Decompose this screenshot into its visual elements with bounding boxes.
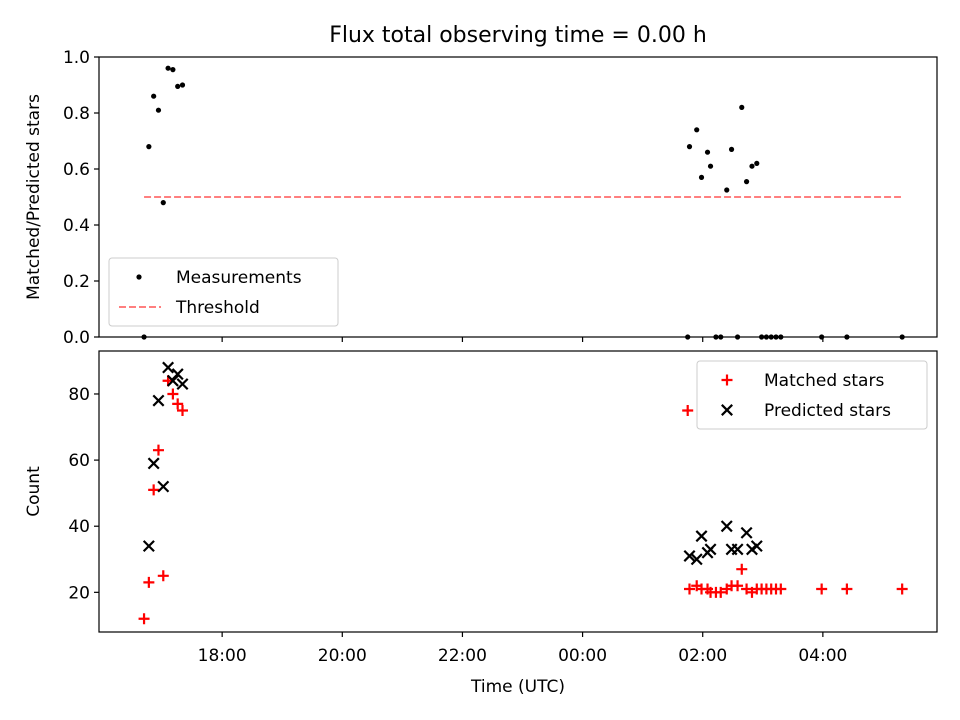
- legend-item-matched-stars: Matched stars: [721, 371, 884, 391]
- plot-frame: [98, 350, 938, 633]
- data-point: [147, 457, 160, 470]
- data-point: [724, 187, 730, 193]
- y-tick-label: 40: [68, 517, 90, 537]
- data-point: [179, 82, 186, 88]
- data-point: [170, 67, 176, 73]
- data-point: [704, 149, 711, 155]
- series-matched-stars: [138, 375, 908, 625]
- x-tick-label: 04:00: [798, 646, 847, 666]
- legend-label: Predicted stars: [764, 401, 891, 421]
- figure-title: Flux total observing time = 0.00 h: [329, 23, 707, 48]
- data-point: [683, 549, 696, 562]
- legend-box: [696, 360, 928, 430]
- data-point: [704, 543, 717, 556]
- data-point: [694, 127, 700, 133]
- data-point: [151, 93, 157, 99]
- y-tick-label: 0.2: [63, 272, 90, 292]
- x-tick-label: 18:00: [198, 646, 247, 666]
- bottom-panel: 20 40 60 80 18:00 20:00 22:00 00:00 02:00 04:00 Co…: [24, 350, 938, 697]
- data-point: [160, 200, 166, 206]
- data-point: [152, 444, 164, 456]
- data-point: [750, 540, 763, 553]
- series-predicted-stars: [142, 361, 763, 566]
- data-point: [731, 543, 744, 556]
- x-axis-label: Time (UTC): [470, 677, 565, 697]
- y-tick-label: 1.0: [63, 48, 90, 68]
- data-point: [162, 361, 175, 374]
- legend-swatch: [136, 274, 142, 280]
- x-tick-label: 00:00: [558, 646, 607, 666]
- data-point: [896, 583, 908, 595]
- data-point: [171, 368, 184, 381]
- data-point: [146, 144, 152, 150]
- data-point: [175, 83, 181, 89]
- legend-label: Threshold: [175, 298, 260, 318]
- legend-item-measurements: Measurements: [136, 268, 302, 288]
- x-tick-label: 02:00: [678, 646, 727, 666]
- data-point: [157, 570, 169, 582]
- y-tick-label: 20: [68, 583, 90, 603]
- data-point: [686, 144, 693, 150]
- data-point: [157, 480, 170, 493]
- data-point: [720, 520, 733, 533]
- data-point: [177, 405, 188, 417]
- data-point: [775, 583, 787, 595]
- data-point: [690, 553, 703, 566]
- data-point: [698, 174, 705, 180]
- data-point: [736, 563, 748, 575]
- data-point: [143, 576, 155, 588]
- plot-frame: [98, 56, 938, 338]
- data-point: [172, 398, 184, 410]
- data-point: [167, 388, 179, 400]
- y-tick-label: 0.0: [63, 328, 90, 348]
- y-tick-label: 60: [68, 451, 90, 471]
- y-tick-label: 0.8: [63, 104, 90, 124]
- data-point: [138, 613, 150, 625]
- data-point: [152, 394, 165, 407]
- data-point: [142, 540, 155, 553]
- data-point: [165, 65, 171, 71]
- data-point: [166, 374, 179, 387]
- y-axis-label: Count: [24, 466, 44, 517]
- top-panel: 0.0 0.2 0.4 0.6 0.8 1.0 Matched/Predicted star…: [24, 48, 938, 348]
- data-point: [728, 146, 735, 152]
- legend-label: Measurements: [176, 268, 302, 288]
- y-tick-label: 0.6: [63, 160, 90, 180]
- y-axis-label: Matched/Predicted stars: [24, 94, 44, 300]
- legend: Measurements Threshold: [108, 257, 339, 327]
- legend-swatch: [721, 404, 733, 416]
- data-point: [816, 583, 828, 595]
- data-point: [148, 484, 160, 496]
- y-tick-label: 80: [68, 385, 90, 405]
- data-point: [176, 378, 189, 391]
- legend-item-threshold: Threshold: [119, 298, 260, 318]
- data-point: [754, 160, 760, 166]
- data-point: [739, 104, 745, 110]
- legend-box: [108, 257, 339, 327]
- data-point: [841, 583, 853, 595]
- legend: Matched stars Predicted stars: [696, 360, 928, 430]
- data-point: [732, 580, 744, 592]
- data-point: [707, 163, 714, 169]
- data-point: [749, 163, 755, 169]
- y-tick-label: 0.4: [63, 216, 90, 236]
- data-point: [743, 179, 750, 185]
- data-point: [715, 586, 727, 598]
- data-point: [684, 583, 696, 595]
- data-point: [682, 405, 694, 417]
- legend-label: Matched stars: [764, 371, 884, 391]
- data-point: [695, 530, 708, 543]
- data-point: [155, 107, 162, 113]
- legend-swatch: [721, 374, 733, 386]
- data-point: [740, 526, 753, 539]
- x-tick-label: 20:00: [318, 646, 367, 666]
- legend-item-predicted-stars: Predicted stars: [721, 401, 891, 421]
- x-tick-label: 22:00: [438, 646, 487, 666]
